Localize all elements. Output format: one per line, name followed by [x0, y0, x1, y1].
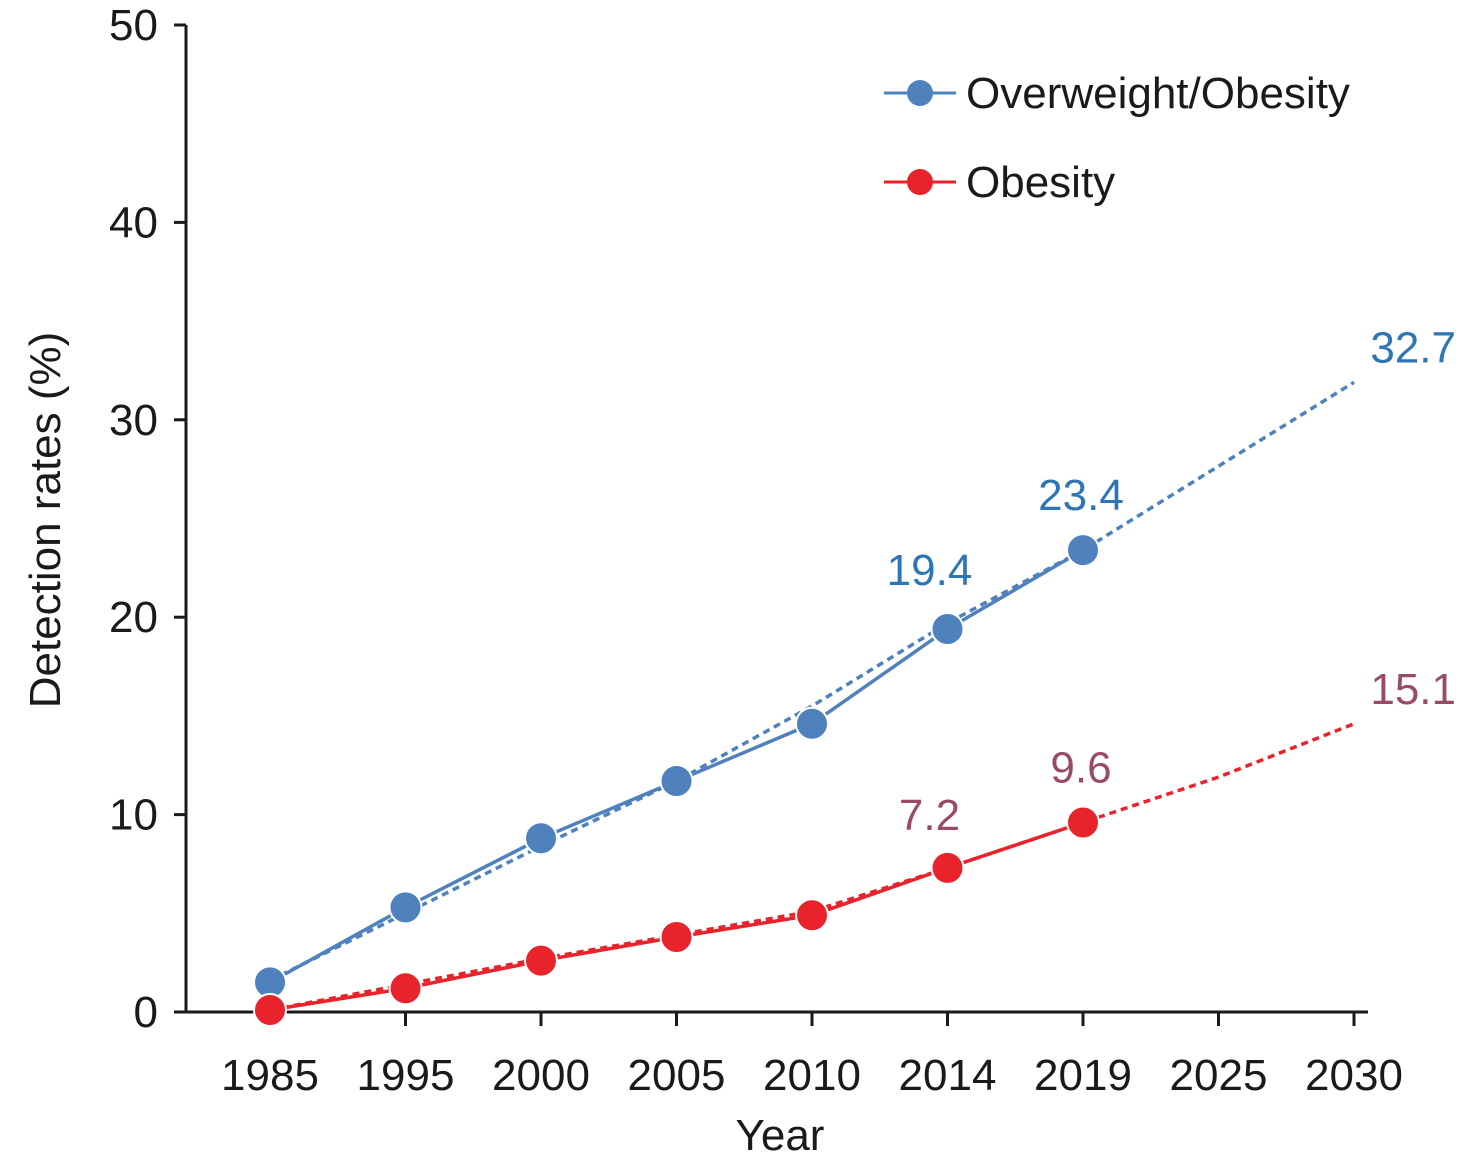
y-tick-label: 20 — [109, 593, 158, 642]
y-axis-title: Detection rates (%) — [21, 332, 70, 709]
data-point — [1066, 533, 1100, 568]
data-point — [930, 850, 965, 885]
data-label: 15.1 — [1370, 665, 1456, 714]
trend-line — [269, 380, 1355, 982]
data-label: 9.6 — [1050, 743, 1111, 792]
data-point — [795, 706, 829, 741]
data-point — [659, 764, 694, 799]
x-tick-label: 2025 — [1170, 1051, 1268, 1100]
data-label: 32.7 — [1370, 323, 1456, 372]
x-tick-label: 2014 — [899, 1051, 997, 1100]
x-tick-label: 2019 — [1034, 1051, 1132, 1100]
legend-label: Obesity — [966, 158, 1115, 207]
x-tick-label: 2000 — [492, 1051, 590, 1100]
legend-marker-dot — [907, 169, 933, 195]
x-ticks: 1985 1995 2000 2005 2010 2014 2019 2025 2030 — [221, 1012, 1403, 1100]
data-point — [524, 821, 558, 856]
data-points — [253, 533, 1100, 1028]
axes-layer — [184, 25, 1368, 1014]
data-point — [253, 993, 287, 1028]
data-label: 23.4 — [1038, 471, 1124, 520]
x-tick-label: 2005 — [628, 1051, 726, 1100]
legend-item-obesity: Obesity — [884, 158, 1115, 207]
y-tick-label: 10 — [109, 791, 158, 840]
data-label: 19.4 — [887, 546, 973, 595]
y-tick-label: 0 — [134, 988, 158, 1037]
legend-marker-dot — [907, 80, 933, 106]
x-tick-label: 2030 — [1305, 1051, 1403, 1100]
legend-label: Overweight/Obesity — [966, 69, 1350, 118]
trend-line — [269, 722, 1355, 1012]
data-point — [388, 890, 423, 925]
data-point — [659, 919, 694, 954]
y-tick-label: 30 — [109, 396, 158, 445]
data-point — [930, 612, 965, 647]
x-axis-title: Year — [736, 1111, 825, 1160]
x-tick-label: 2010 — [763, 1051, 861, 1100]
x-tick-label: 1985 — [221, 1051, 319, 1100]
y-tick-label: 50 — [109, 1, 158, 50]
data-label: 7.2 — [899, 791, 960, 840]
y-tick-label: 40 — [109, 198, 158, 247]
data-point — [524, 943, 558, 978]
data-labels: 19.4 23.4 32.7 7.2 9.6 15.1 — [887, 323, 1456, 840]
x-tick-label: 1995 — [357, 1051, 455, 1100]
data-point — [388, 971, 423, 1006]
data-point — [1066, 805, 1100, 840]
y-ticks: 0 10 20 30 40 50 — [109, 1, 186, 1037]
data-point — [795, 898, 829, 933]
legend: Overweight/Obesity Obesity — [884, 69, 1350, 207]
legend-item-overweight-obesity: Overweight/Obesity — [884, 69, 1350, 118]
